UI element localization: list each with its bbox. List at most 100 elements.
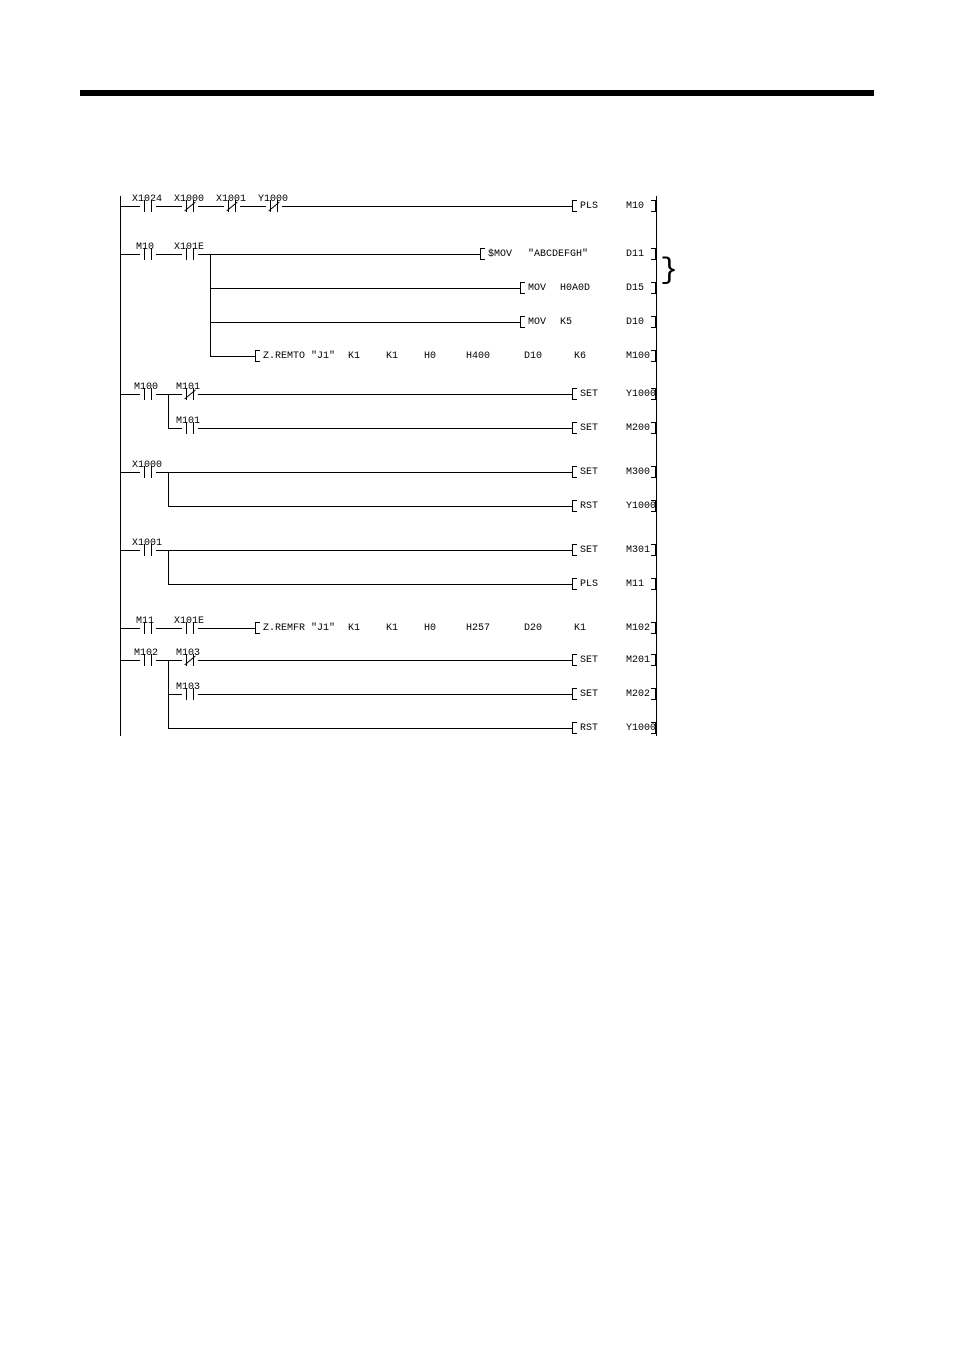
instruction: Z.REMTO "J1" [263, 351, 335, 362]
output-bracket [572, 722, 577, 734]
operand: H0 [424, 351, 436, 362]
rung-wire [168, 694, 182, 695]
rung-wire [156, 394, 182, 395]
operand: D11 [626, 249, 644, 260]
branch-wire [168, 394, 169, 428]
output-bracket-r [651, 466, 656, 478]
branch-wire [168, 550, 169, 584]
rung-wire [168, 584, 572, 585]
output-bracket-r [651, 200, 656, 212]
contact-no [182, 422, 198, 434]
output-bracket [572, 500, 577, 512]
output-bracket [572, 688, 577, 700]
operand: M201 [626, 655, 650, 666]
instruction: SET [580, 655, 598, 666]
operand: M300 [626, 467, 650, 478]
curly-brace: } [660, 256, 678, 286]
instruction: SET [580, 689, 598, 700]
operand: K1 [386, 351, 398, 362]
rung-wire [120, 660, 140, 661]
output-bracket-r [651, 422, 656, 434]
output-bracket [572, 200, 577, 212]
right-rail [656, 196, 657, 736]
rung-wire [168, 428, 182, 429]
operand: D15 [626, 283, 644, 294]
output-bracket [572, 654, 577, 666]
rung-wire [156, 472, 572, 473]
ladder-diagram: X1024 X1000 X1001 Y1000 PLS M10 M10 X101… [120, 176, 834, 756]
operand: D20 [524, 623, 542, 634]
contact-nc [182, 200, 198, 212]
output-bracket [520, 282, 525, 294]
branch-wire [168, 472, 169, 506]
instruction: RST [580, 501, 598, 512]
operand: K1 [574, 623, 586, 634]
operand: M10 [626, 201, 644, 212]
operand: M102 [626, 623, 650, 634]
rung-wire [240, 206, 266, 207]
operand: M11 [626, 579, 644, 590]
rung-wire [120, 206, 140, 207]
rung-wire [210, 356, 255, 357]
rung-wire [156, 628, 182, 629]
rung-wire [198, 694, 572, 695]
contact-nc [182, 654, 198, 666]
rung-wire [168, 728, 572, 729]
rung-wire [120, 628, 140, 629]
instruction: MOV [528, 317, 546, 328]
contact-no [182, 622, 198, 634]
instruction: SET [580, 389, 598, 400]
contact-no [140, 248, 156, 260]
rung-wire [120, 550, 140, 551]
operand: D10 [524, 351, 542, 362]
rung-wire [168, 506, 572, 507]
operand: H257 [466, 623, 490, 634]
operand: M301 [626, 545, 650, 556]
rung-wire [282, 206, 572, 207]
rung-wire [120, 254, 140, 255]
operand: "ABCDEFGH" [528, 249, 588, 260]
output-bracket-r [651, 578, 656, 590]
operand: K5 [560, 317, 572, 328]
contact-no [182, 248, 198, 260]
output-bracket-r [651, 622, 656, 634]
page-header-rule [80, 90, 874, 96]
rung-wire [156, 550, 572, 551]
instruction: MOV [528, 283, 546, 294]
output-bracket [572, 466, 577, 478]
instruction: $MOV [488, 249, 512, 260]
output-bracket [520, 316, 525, 328]
rung-wire [156, 206, 182, 207]
instruction: PLS [580, 579, 598, 590]
rung-wire [210, 288, 520, 289]
branch-wire [210, 254, 211, 356]
output-bracket [572, 578, 577, 590]
contact-no [140, 654, 156, 666]
output-bracket-r [651, 388, 656, 400]
operand: H0 [424, 623, 436, 634]
operand: K6 [574, 351, 586, 362]
contact-no [140, 466, 156, 478]
operand: M202 [626, 689, 650, 700]
output-bracket [255, 350, 260, 362]
output-bracket-r [651, 316, 656, 328]
instruction: RST [580, 723, 598, 734]
instruction: PLS [580, 201, 598, 212]
output-bracket-r [651, 248, 656, 260]
contact-nc [266, 200, 282, 212]
operand: K1 [348, 351, 360, 362]
output-bracket-r [651, 282, 656, 294]
instruction: SET [580, 545, 598, 556]
output-bracket [480, 248, 485, 260]
rung-wire [120, 472, 140, 473]
operand: M100 [626, 351, 650, 362]
rung-wire [198, 628, 255, 629]
output-bracket-r [651, 350, 656, 362]
rung-wire [198, 206, 224, 207]
contact-nc [224, 200, 240, 212]
rung-wire [210, 322, 520, 323]
contact-nc [182, 388, 198, 400]
operand: H0A0D [560, 283, 590, 294]
contact-no [140, 388, 156, 400]
rung-wire [156, 660, 182, 661]
